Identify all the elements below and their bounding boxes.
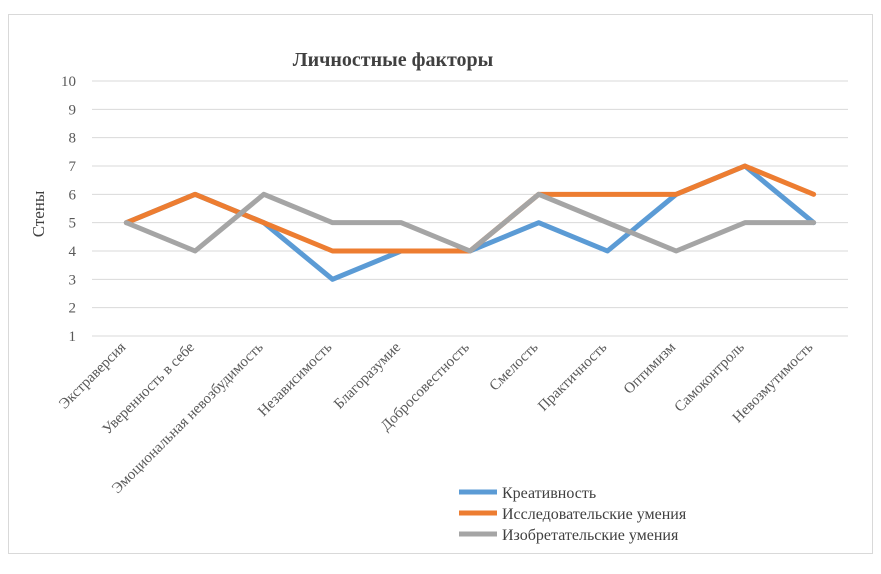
- series-lines: [123, 163, 817, 282]
- data-point: [194, 193, 196, 195]
- y-tick-label: 4: [69, 244, 77, 260]
- y-axis-ticks: 1 2 3 4 5 6 7 8 9 10: [61, 74, 77, 345]
- data-point: [263, 222, 265, 224]
- data-point: [263, 193, 265, 195]
- x-tick-label: Экстраверсия: [56, 339, 129, 412]
- data-point: [332, 222, 334, 224]
- y-tick-label: 5: [69, 216, 77, 232]
- chart-title: Личностные факторы: [293, 49, 494, 71]
- data-point: [469, 250, 471, 252]
- data-point: [400, 222, 402, 224]
- y-tick-label: 1: [69, 329, 77, 345]
- data-point: [538, 193, 540, 195]
- data-point: [194, 250, 196, 252]
- data-point: [813, 222, 815, 224]
- x-tick-label: Самоконтроль: [672, 339, 748, 415]
- x-tick-label: Независимость: [255, 339, 335, 419]
- x-tick-label: Благоразумие: [331, 339, 404, 412]
- y-tick-label: 9: [69, 102, 77, 118]
- y-tick-label: 7: [69, 159, 77, 175]
- y-tick-label: 6: [69, 187, 77, 203]
- data-point: [813, 193, 815, 195]
- data-point: [675, 250, 677, 252]
- y-tick-label: 3: [69, 272, 77, 288]
- data-point: [606, 222, 608, 224]
- data-point: [538, 222, 540, 224]
- x-tick-label: Практичность: [535, 339, 610, 414]
- legend-label: Изобретательские умения: [502, 527, 679, 544]
- legend-label: Исследовательские умения: [502, 506, 687, 523]
- y-tick-label: 10: [61, 74, 76, 90]
- chart-frame: [8, 14, 873, 554]
- gridlines: [92, 80, 848, 337]
- data-point: [675, 193, 677, 195]
- y-axis-title: Стены: [29, 190, 48, 237]
- y-tick-label: 8: [69, 131, 77, 147]
- data-point: [332, 278, 334, 280]
- data-point: [125, 222, 127, 224]
- y-tick-label: 2: [69, 301, 77, 317]
- data-point: [332, 250, 334, 252]
- x-tick-label: Смелость: [487, 339, 542, 394]
- data-point: [744, 165, 746, 167]
- data-point: [744, 222, 746, 224]
- data-point: [606, 193, 608, 195]
- legend: Креативность Исследовательские умения Изоб…: [459, 485, 687, 544]
- legend-label: Креативность: [502, 485, 596, 502]
- x-tick-label: Оптимизм: [621, 339, 679, 397]
- x-tick-label: Эмоциональная невозбудимость: [109, 339, 267, 497]
- data-point: [400, 250, 402, 252]
- data-point: [606, 250, 608, 252]
